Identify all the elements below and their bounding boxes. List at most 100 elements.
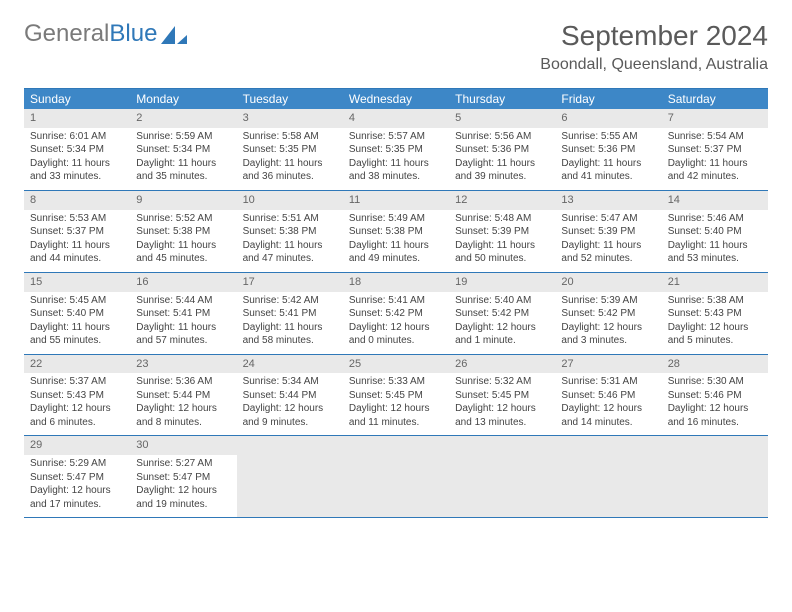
sunset-text: Sunset: 5:40 PM [30,307,124,321]
daylight-line1: Daylight: 12 hours [30,402,124,416]
day-number: 24 [237,355,343,374]
sunrise-text: Sunrise: 5:48 AM [455,212,549,226]
day-cell: 20Sunrise: 5:39 AMSunset: 5:42 PMDayligh… [555,273,661,354]
sunrise-text: Sunrise: 5:54 AM [668,130,762,144]
day-number: 3 [237,109,343,128]
sunset-text: Sunset: 5:45 PM [455,389,549,403]
sunrise-text: Sunrise: 5:56 AM [455,130,549,144]
day-cell: 14Sunrise: 5:46 AMSunset: 5:40 PMDayligh… [662,191,768,272]
daylight-line2: and 35 minutes. [136,170,230,184]
day-cell: 24Sunrise: 5:34 AMSunset: 5:44 PMDayligh… [237,355,343,436]
day-cell: 5Sunrise: 5:56 AMSunset: 5:36 PMDaylight… [449,109,555,190]
day-number: 28 [662,355,768,374]
daylight-line1: Daylight: 11 hours [561,157,655,171]
daylight-line1: Daylight: 12 hours [455,321,549,335]
day-number: 17 [237,273,343,292]
day-body: Sunrise: 5:39 AMSunset: 5:42 PMDaylight:… [555,292,661,354]
daylight-line1: Daylight: 11 hours [243,239,337,253]
logo-word1: General [24,20,109,48]
sunrise-text: Sunrise: 5:30 AM [668,375,762,389]
daylight-line1: Daylight: 11 hours [243,157,337,171]
day-cell: 28Sunrise: 5:30 AMSunset: 5:46 PMDayligh… [662,355,768,436]
daylight-line1: Daylight: 12 hours [668,402,762,416]
day-number: 20 [555,273,661,292]
sunset-text: Sunset: 5:38 PM [136,225,230,239]
day-number: 13 [555,191,661,210]
month-title: September 2024 [540,20,768,52]
sunrise-text: Sunrise: 5:46 AM [668,212,762,226]
day-number: 6 [555,109,661,128]
sunset-text: Sunset: 5:38 PM [349,225,443,239]
sunrise-text: Sunrise: 6:01 AM [30,130,124,144]
daylight-line1: Daylight: 11 hours [30,239,124,253]
day-cell: 4Sunrise: 5:57 AMSunset: 5:35 PMDaylight… [343,109,449,190]
day-number: 23 [130,355,236,374]
daylight-line2: and 45 minutes. [136,252,230,266]
day-body: Sunrise: 5:44 AMSunset: 5:41 PMDaylight:… [130,292,236,354]
sunset-text: Sunset: 5:35 PM [243,143,337,157]
day-number: 25 [343,355,449,374]
day-body: Sunrise: 5:51 AMSunset: 5:38 PMDaylight:… [237,210,343,272]
daylight-line2: and 39 minutes. [455,170,549,184]
daylight-line2: and 13 minutes. [455,416,549,430]
sunset-text: Sunset: 5:44 PM [136,389,230,403]
logo-word2: Blue [109,20,157,48]
daylight-line2: and 47 minutes. [243,252,337,266]
daylight-line1: Daylight: 12 hours [349,402,443,416]
daylight-line2: and 5 minutes. [668,334,762,348]
day-body: Sunrise: 5:46 AMSunset: 5:40 PMDaylight:… [662,210,768,272]
day-cell: 30Sunrise: 5:27 AMSunset: 5:47 PMDayligh… [130,436,236,517]
sunrise-text: Sunrise: 5:36 AM [136,375,230,389]
day-cell: 9Sunrise: 5:52 AMSunset: 5:38 PMDaylight… [130,191,236,272]
daylight-line2: and 1 minute. [455,334,549,348]
day-body: Sunrise: 5:33 AMSunset: 5:45 PMDaylight:… [343,373,449,435]
sunset-text: Sunset: 5:41 PM [136,307,230,321]
week-row: 15Sunrise: 5:45 AMSunset: 5:40 PMDayligh… [24,273,768,355]
sunset-text: Sunset: 5:46 PM [561,389,655,403]
day-body: Sunrise: 5:38 AMSunset: 5:43 PMDaylight:… [662,292,768,354]
week-row: 1Sunrise: 6:01 AMSunset: 5:34 PMDaylight… [24,109,768,191]
sunrise-text: Sunrise: 5:55 AM [561,130,655,144]
day-cell [662,436,768,517]
sunset-text: Sunset: 5:43 PM [668,307,762,321]
day-cell: 21Sunrise: 5:38 AMSunset: 5:43 PMDayligh… [662,273,768,354]
day-number: 10 [237,191,343,210]
day-cell: 3Sunrise: 5:58 AMSunset: 5:35 PMDaylight… [237,109,343,190]
day-of-week-header: Wednesday [343,89,449,109]
day-cell: 17Sunrise: 5:42 AMSunset: 5:41 PMDayligh… [237,273,343,354]
day-body: Sunrise: 5:29 AMSunset: 5:47 PMDaylight:… [24,455,130,517]
day-cell: 23Sunrise: 5:36 AMSunset: 5:44 PMDayligh… [130,355,236,436]
day-of-week-header: Friday [555,89,661,109]
day-of-week-header: Tuesday [237,89,343,109]
sunset-text: Sunset: 5:47 PM [136,471,230,485]
daylight-line2: and 36 minutes. [243,170,337,184]
sunrise-text: Sunrise: 5:27 AM [136,457,230,471]
sunset-text: Sunset: 5:36 PM [455,143,549,157]
sunrise-text: Sunrise: 5:59 AM [136,130,230,144]
sunset-text: Sunset: 5:43 PM [30,389,124,403]
day-body: Sunrise: 5:57 AMSunset: 5:35 PMDaylight:… [343,128,449,190]
sunrise-text: Sunrise: 5:44 AM [136,294,230,308]
daylight-line2: and 41 minutes. [561,170,655,184]
day-body: Sunrise: 5:55 AMSunset: 5:36 PMDaylight:… [555,128,661,190]
daylight-line2: and 9 minutes. [243,416,337,430]
sunset-text: Sunset: 5:34 PM [136,143,230,157]
day-body: Sunrise: 5:45 AMSunset: 5:40 PMDaylight:… [24,292,130,354]
day-number: 4 [343,109,449,128]
day-cell: 11Sunrise: 5:49 AMSunset: 5:38 PMDayligh… [343,191,449,272]
day-cell: 13Sunrise: 5:47 AMSunset: 5:39 PMDayligh… [555,191,661,272]
daylight-line1: Daylight: 12 hours [561,402,655,416]
day-number: 9 [130,191,236,210]
day-cell: 1Sunrise: 6:01 AMSunset: 5:34 PMDaylight… [24,109,130,190]
daylight-line1: Daylight: 11 hours [668,157,762,171]
daylight-line2: and 11 minutes. [349,416,443,430]
day-body: Sunrise: 5:53 AMSunset: 5:37 PMDaylight:… [24,210,130,272]
daylight-line2: and 3 minutes. [561,334,655,348]
day-body: Sunrise: 5:42 AMSunset: 5:41 PMDaylight:… [237,292,343,354]
day-body: Sunrise: 5:40 AMSunset: 5:42 PMDaylight:… [449,292,555,354]
daylight-line1: Daylight: 11 hours [30,157,124,171]
day-of-week-row: SundayMondayTuesdayWednesdayThursdayFrid… [24,89,768,109]
day-of-week-header: Saturday [662,89,768,109]
day-number: 12 [449,191,555,210]
daylight-line2: and 6 minutes. [30,416,124,430]
